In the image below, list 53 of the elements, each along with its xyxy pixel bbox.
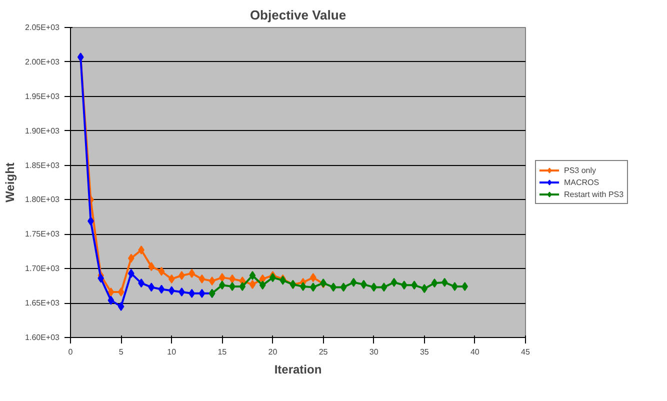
- point: [168, 274, 175, 284]
- y-tick-label: 1.65E+03: [25, 298, 60, 308]
- x-tick-label: 25: [318, 348, 328, 356]
- point: [118, 302, 124, 311]
- point: [168, 286, 175, 296]
- point: [249, 271, 256, 280]
- y-tick-label: 1.80E+03: [25, 195, 60, 204]
- x-axis-title: Iteration: [274, 362, 322, 376]
- point: [380, 282, 388, 292]
- y-tick-label: 1.85E+03: [25, 160, 60, 170]
- point: [108, 296, 114, 305]
- x-tick-label: 0: [68, 348, 74, 356]
- point: [300, 282, 306, 292]
- x-tick-label: 5: [118, 348, 124, 356]
- point: [208, 276, 216, 286]
- x-tick-label: 40: [470, 348, 480, 356]
- legend-label: MACROS: [564, 176, 600, 188]
- point: [148, 282, 155, 292]
- point: [178, 271, 185, 280]
- point: [340, 282, 347, 292]
- legend-label: PS3 only: [564, 164, 596, 176]
- point: [108, 288, 114, 297]
- point: [198, 288, 206, 298]
- y-tick-label: 1.95E+03: [25, 92, 60, 101]
- x-tick-label: 30: [369, 348, 379, 356]
- x-tick-label: 45: [521, 348, 530, 356]
- point: [148, 262, 155, 272]
- y-tick-label: 2.05E+03: [25, 23, 60, 32]
- chart-title: Objective Value: [250, 8, 346, 22]
- point: [158, 284, 165, 294]
- x-tick-label: 15: [218, 348, 228, 356]
- point: [158, 266, 165, 276]
- y-tick-label: 1.90E+03: [25, 126, 60, 136]
- x-tick-label: 35: [420, 348, 430, 356]
- x-tick-label: 10: [167, 348, 177, 356]
- y-tick-label: 1.70E+03: [25, 264, 60, 274]
- point: [350, 278, 357, 287]
- y-tick-label: 1.75E+03: [25, 230, 60, 239]
- point: [198, 274, 206, 284]
- point: [390, 278, 398, 287]
- x-tick-label: 20: [268, 348, 278, 356]
- point: [421, 284, 428, 294]
- point: [259, 280, 266, 290]
- y-tick-label: 1.60E+03: [25, 333, 60, 342]
- point: [441, 278, 448, 287]
- legend-label: Restart with PS3: [564, 188, 624, 200]
- y-tick-label: 2.00E+03: [25, 57, 60, 66]
- point: [330, 282, 337, 292]
- point: [431, 278, 438, 288]
- y-axis-title: Weight: [3, 162, 18, 202]
- point: [118, 288, 124, 297]
- point: [249, 280, 256, 289]
- point: [239, 282, 246, 292]
